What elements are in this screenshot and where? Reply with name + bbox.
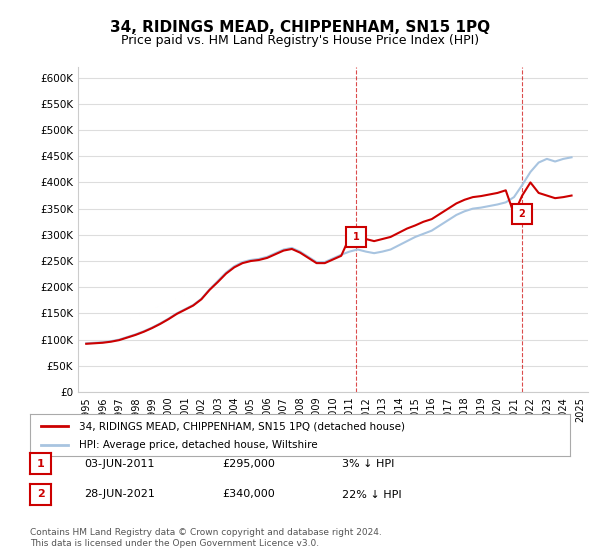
Text: 03-JUN-2011: 03-JUN-2011 <box>84 459 155 469</box>
Text: 34, RIDINGS MEAD, CHIPPENHAM, SN15 1PQ (detached house): 34, RIDINGS MEAD, CHIPPENHAM, SN15 1PQ (… <box>79 421 404 431</box>
Text: 2: 2 <box>518 209 526 219</box>
Text: 1: 1 <box>37 459 44 469</box>
Text: £295,000: £295,000 <box>222 459 275 469</box>
Text: 2: 2 <box>37 489 44 500</box>
Text: 3% ↓ HPI: 3% ↓ HPI <box>342 459 394 469</box>
Text: 22% ↓ HPI: 22% ↓ HPI <box>342 489 401 500</box>
Text: 1: 1 <box>353 232 360 242</box>
Text: 34, RIDINGS MEAD, CHIPPENHAM, SN15 1PQ: 34, RIDINGS MEAD, CHIPPENHAM, SN15 1PQ <box>110 20 490 35</box>
Text: 28-JUN-2021: 28-JUN-2021 <box>84 489 155 500</box>
Text: £340,000: £340,000 <box>222 489 275 500</box>
Text: HPI: Average price, detached house, Wiltshire: HPI: Average price, detached house, Wilt… <box>79 440 317 450</box>
Text: Price paid vs. HM Land Registry's House Price Index (HPI): Price paid vs. HM Land Registry's House … <box>121 34 479 46</box>
Text: Contains HM Land Registry data © Crown copyright and database right 2024.
This d: Contains HM Land Registry data © Crown c… <box>30 528 382 548</box>
